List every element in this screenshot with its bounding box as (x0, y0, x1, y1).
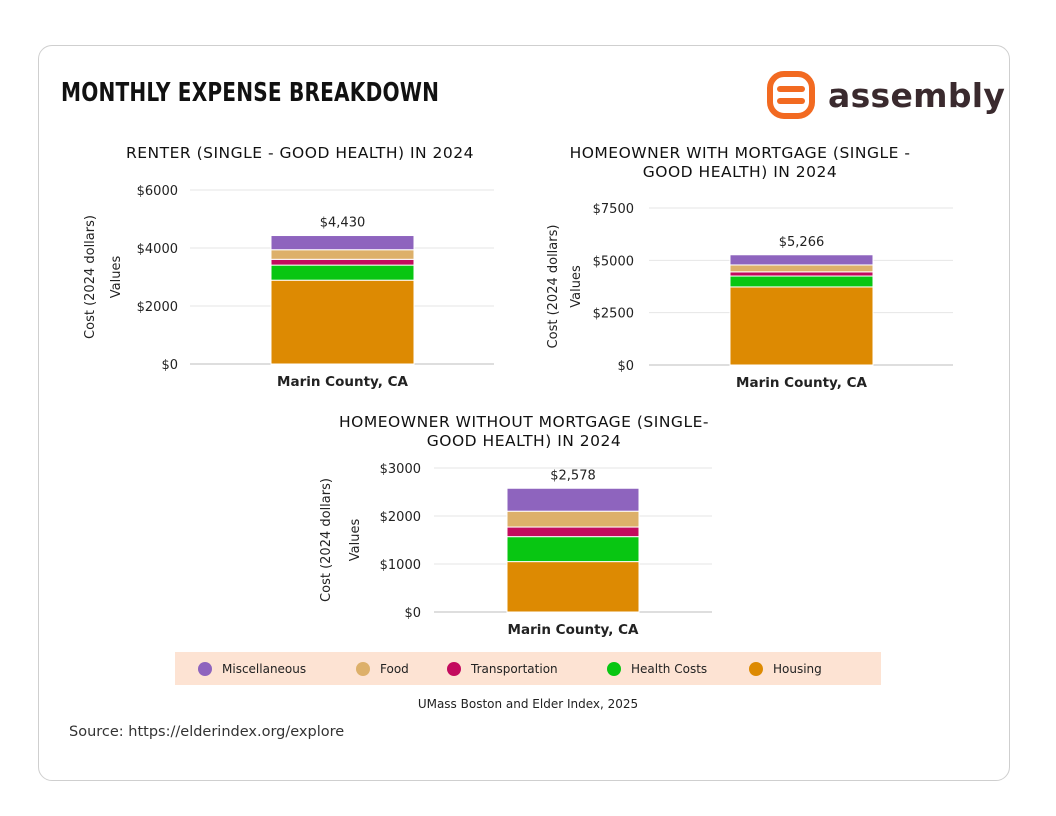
no-mortgage-bar-transportation (506, 526, 640, 538)
renter-bar-miscellaneous (270, 235, 415, 251)
mortgage-total-label: $5,266 (779, 235, 825, 250)
legend-dot-housing (749, 661, 763, 676)
no-mortgage-ytick-label: $3000 (380, 462, 421, 477)
legend-label-food: Food (380, 661, 409, 676)
chart-title-mortgage-line1: HOMEOWNER WITH MORTGAGE (SINGLE - (569, 144, 911, 162)
source-text: Source: https://elderindex.org/explore (69, 724, 345, 740)
renter-ylabel-values: Values (109, 256, 124, 299)
legend-item-health-costs: Health Costs (607, 652, 707, 685)
renter-bar-housing (270, 279, 415, 365)
legend-label-miscellaneous: Miscellaneous (222, 661, 307, 676)
renter-ytick-label: $6000 (137, 184, 178, 199)
renter-total-label: $4,430 (320, 216, 366, 231)
no-mortgage-category-label: Marin County, CA (508, 622, 639, 638)
no-mortgage-bar-health-costs (506, 536, 640, 563)
legend-item-housing: Housing (749, 652, 822, 685)
no-mortgage-ytick-label: $0 (404, 606, 421, 621)
no-mortgage-ylabel: Cost (2024 dollars) (319, 478, 334, 602)
assembly-logo: assembly (766, 70, 1005, 120)
chart-title-renter-text: RENTER (SINGLE - GOOD HEALTH) IN 2024 (125, 144, 475, 162)
legend-item-transportation: Transportation (447, 652, 558, 685)
legend-item-food: Food (356, 652, 409, 685)
legend-dot-miscellaneous (198, 661, 212, 676)
legend-label-transportation: Transportation (471, 661, 558, 676)
chart-title-renter: RENTER (SINGLE - GOOD HEALTH) IN 2024 (60, 144, 540, 163)
mortgage-ytick-label: $2500 (593, 307, 634, 322)
mortgage-bar-housing (729, 286, 874, 366)
legend: Miscellaneous Food Transportation Health… (175, 652, 881, 685)
legend-label-health-costs: Health Costs (631, 661, 708, 676)
legend-dot-transportation (447, 661, 461, 676)
legend-label-housing: Housing (773, 661, 822, 676)
legend-dot-food (356, 661, 370, 676)
renter-ytick-label: $0 (161, 358, 178, 373)
mortgage-ytick-label: $5000 (593, 254, 634, 269)
mortgage-ylabel-values: Values (569, 265, 584, 308)
page-title: MONTHLY EXPENSE BREAKDOWN (61, 78, 440, 108)
credit-text: UMass Boston and Elder Index, 2025 (417, 697, 639, 711)
assembly-logo-icon (767, 71, 815, 119)
renter-ytick-label: $4000 (137, 242, 178, 257)
no-mortgage-total-label: $2,578 (550, 468, 596, 483)
renter-ylabel: Cost (2024 dollars) (83, 215, 98, 339)
no-mortgage-ytick-label: $2000 (380, 510, 421, 525)
mortgage-bar-miscellaneous (729, 254, 874, 266)
renter-category-label: Marin County, CA (277, 374, 408, 390)
mortgage-category-label: Marin County, CA (736, 375, 867, 391)
chart-title-no-mortgage-line2: GOOD HEALTH) IN 2024 (426, 432, 622, 450)
mortgage-ytick-label: $7500 (593, 202, 634, 217)
no-mortgage-bar-housing (506, 561, 640, 613)
chart-title-no-mortgage: HOMEOWNER WITHOUT MORTGAGE (SINGLE- GOOD… (284, 413, 764, 451)
no-mortgage-ytick-label: $1000 (380, 558, 421, 573)
renter-ytick-label: $2000 (137, 300, 178, 315)
no-mortgage-bar-food (506, 510, 640, 528)
logo-wordmark: assembly (828, 75, 1006, 115)
legend-dot-health-costs (607, 661, 621, 676)
chart-title-mortgage-line2: GOOD HEALTH) IN 2024 (642, 163, 838, 181)
no-mortgage-bar-miscellaneous (506, 487, 640, 512)
mortgage-ylabel: Cost (2024 dollars) (546, 225, 561, 349)
mortgage-ytick-label: $0 (617, 359, 634, 374)
chart-title-mortgage: HOMEOWNER WITH MORTGAGE (SINGLE - GOOD H… (500, 144, 980, 182)
legend-item-miscellaneous: Miscellaneous (198, 652, 306, 685)
no-mortgage-ylabel-values: Values (348, 519, 363, 562)
chart-title-no-mortgage-line1: HOMEOWNER WITHOUT MORTGAGE (SINGLE- (339, 413, 709, 431)
